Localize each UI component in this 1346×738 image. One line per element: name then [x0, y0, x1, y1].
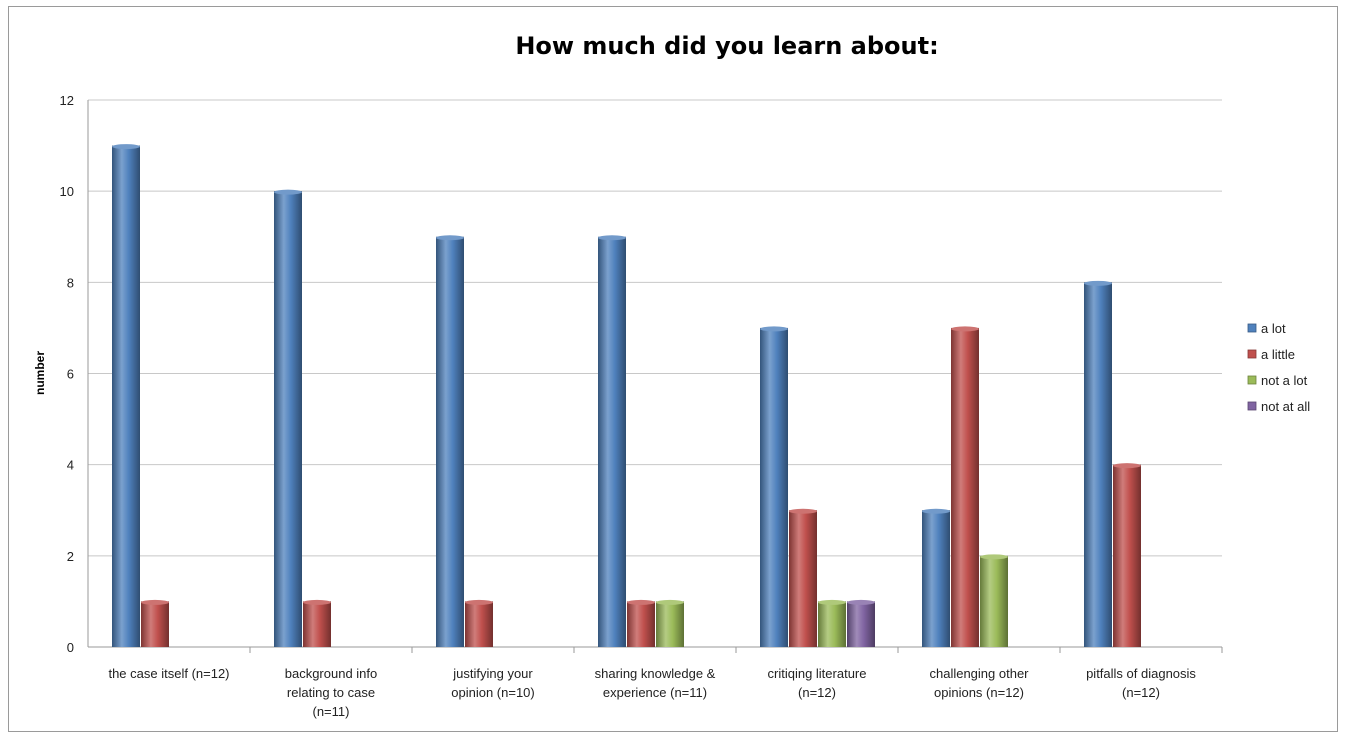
y-axis-ticks: 0 2 4 6 8 10 12	[60, 93, 74, 655]
bar-cap	[1113, 463, 1141, 468]
x-category-label: experience (n=11)	[603, 685, 707, 700]
x-category-label: pitfalls of diagnosis	[1086, 666, 1196, 681]
y-tick-label: 8	[67, 275, 74, 290]
x-category-label: challenging other	[929, 666, 1029, 681]
legend-swatch	[1248, 376, 1256, 384]
bar-not-a-lot-5	[980, 556, 1008, 647]
legend-swatch	[1248, 350, 1256, 358]
bar-a-little-1	[303, 601, 331, 647]
bar-cap	[818, 600, 846, 605]
bar-cap	[141, 600, 169, 605]
legend-swatch	[1248, 402, 1256, 410]
x-category-label: relating to case	[287, 685, 375, 700]
bar-not-a-lot-3	[656, 601, 684, 647]
x-category-label: (n=12)	[798, 685, 836, 700]
legend-label: not a lot	[1261, 373, 1308, 388]
bar-a-lot-5	[922, 510, 950, 647]
bar-a-little-2	[465, 601, 493, 647]
bar-a-little-3	[627, 601, 655, 647]
y-tick-label: 6	[67, 367, 74, 382]
legend: a lot a little not a lot not at all	[1248, 321, 1310, 414]
bar-cap	[789, 509, 817, 514]
bar-a-lot-6	[1084, 282, 1112, 647]
bar-a-lot-4	[760, 328, 788, 647]
bar-cap	[627, 600, 655, 605]
bar-a-little-5	[951, 328, 979, 647]
bar-cap	[465, 600, 493, 605]
bar-cap	[847, 600, 875, 605]
bar-cap	[112, 144, 140, 149]
bar-cap	[303, 600, 331, 605]
bar-cap	[274, 190, 302, 195]
legend-swatch	[1248, 324, 1256, 332]
bar-a-lot-2	[436, 237, 464, 647]
bar-cap	[922, 509, 950, 514]
bar-cap	[980, 554, 1008, 559]
bar-a-little-6	[1113, 465, 1141, 647]
x-category-label: opinion (n=10)	[451, 685, 534, 700]
y-tick-label: 0	[67, 640, 74, 655]
x-axis-categories: the case itself (n=12) background info rel…	[108, 666, 1196, 719]
bar-not-a-lot-4	[818, 601, 846, 647]
bar-cap	[1084, 281, 1112, 286]
legend-label: not at all	[1261, 399, 1310, 414]
x-category-label: sharing knowledge &	[595, 666, 716, 681]
bar-a-little-0	[141, 601, 169, 647]
gridlines	[88, 100, 1222, 647]
bar-cap	[951, 326, 979, 331]
bar-cap	[656, 600, 684, 605]
x-category-label: (n=12)	[1122, 685, 1160, 700]
y-tick-label: 10	[60, 184, 74, 199]
y-axis-label: number	[33, 351, 47, 395]
bar-a-little-4	[789, 510, 817, 647]
legend-label: a lot	[1261, 321, 1286, 336]
y-tick-label: 12	[60, 93, 74, 108]
y-tick-label: 4	[67, 458, 74, 473]
bar-a-lot-0	[112, 146, 140, 647]
legend-label: a little	[1261, 347, 1295, 362]
bars	[112, 144, 1222, 653]
chart-title: How much did you learn about:	[515, 32, 938, 60]
bar-cap	[598, 235, 626, 240]
x-category-label: (n=11)	[313, 704, 350, 719]
x-category-label: background info	[285, 666, 378, 681]
x-category-label: opinions (n=12)	[934, 685, 1024, 700]
x-category-label: the case itself (n=12)	[108, 666, 229, 681]
bar-cap	[436, 235, 464, 240]
x-category-label: critiqing literature	[768, 666, 867, 681]
bar-cap	[760, 326, 788, 331]
bar-a-lot-1	[274, 191, 302, 647]
bar-not-at-all-4	[847, 601, 875, 647]
bar-a-lot-3	[598, 237, 626, 647]
x-category-label: justifying your	[452, 666, 533, 681]
y-tick-label: 2	[67, 549, 74, 564]
